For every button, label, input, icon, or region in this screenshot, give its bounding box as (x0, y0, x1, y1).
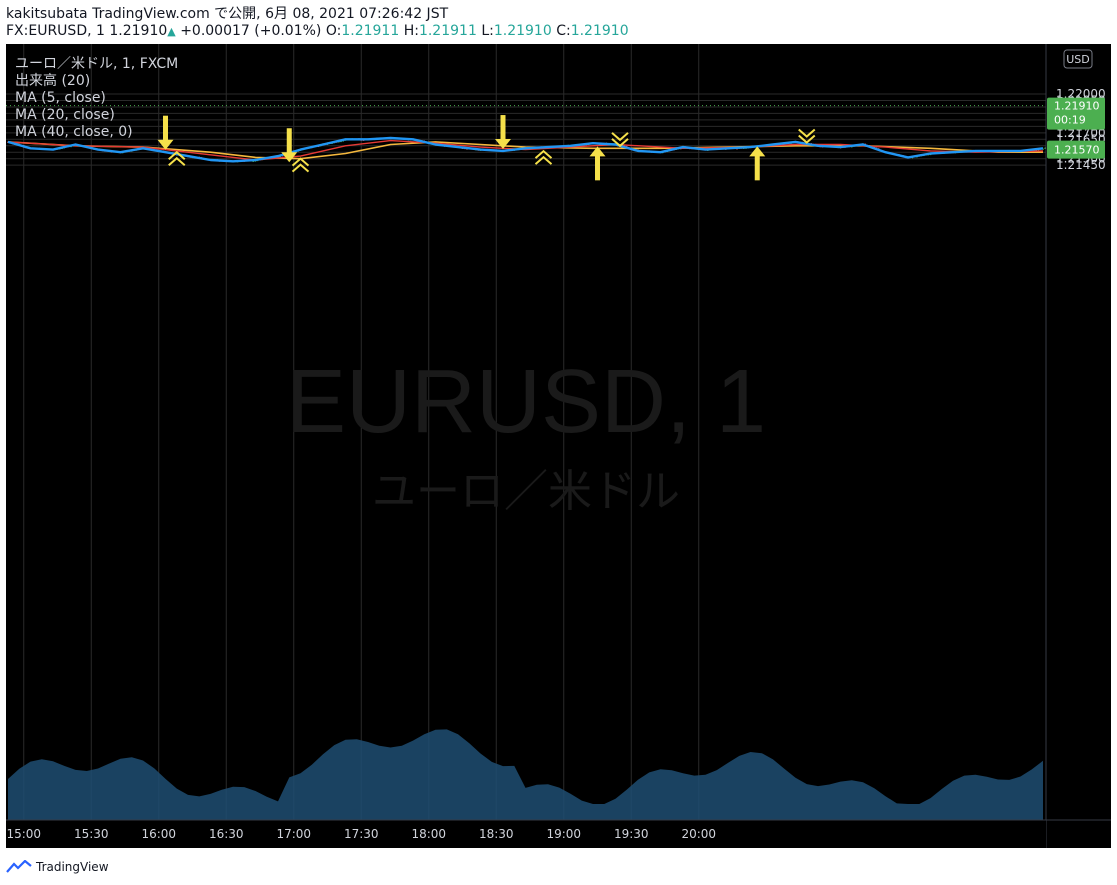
time-tick-3: 16:30 (209, 827, 244, 841)
double-chevron-up-icon (534, 149, 553, 165)
time-tick-0: 15:00 (6, 827, 41, 841)
last-price: 1.21910 (109, 23, 168, 39)
symbol-label[interactable]: FX:EURUSD, 1 (6, 23, 105, 39)
up-triangle-icon: ▲ (167, 25, 176, 38)
countdown-text: 00:19 (1054, 114, 1086, 127)
signal-arrow-up-6 (589, 146, 606, 181)
volume-area (8, 729, 1043, 820)
footer: TradingView (6, 857, 109, 877)
time-tick-9: 19:30 (614, 827, 649, 841)
high-label: H: (403, 23, 419, 39)
double-chevron-up-icon (291, 157, 310, 173)
price-tick-11: 1.21450 (1056, 158, 1106, 172)
legend-ma5[interactable]: MA (5, close) (15, 90, 106, 106)
open-value: 1.21911 (341, 23, 400, 39)
high-value: 1.21911 (418, 23, 477, 39)
time-tick-1: 15:30 (74, 827, 109, 841)
close-value: 1.21910 (570, 23, 629, 39)
footer-brand[interactable]: TradingView (36, 860, 109, 874)
signals (157, 115, 816, 181)
watermark: EURUSD, 1 ユーロ／米ドル (286, 352, 766, 517)
double-chevron-up-icon (168, 150, 186, 166)
legend: ユーロ／米ドル, 1, FXCM 出来高 (20) MA (5, close) … (15, 56, 178, 140)
right-price-badge: 1.21570 (1047, 140, 1105, 159)
time-tick-4: 17:00 (276, 827, 311, 841)
arrow-down-icon (286, 128, 292, 155)
chart-background (6, 44, 1111, 848)
ohlc-row: FX:EURUSD, 1 1.21910▲ +0.00017 (+0.01%) … (6, 23, 1106, 40)
low-label: L: (481, 23, 494, 39)
close-label: C: (556, 23, 571, 39)
arrow-down-icon (500, 115, 506, 142)
time-tick-10: 20:00 (681, 827, 716, 841)
legend-ma40[interactable]: MA (40, close, 0) (15, 124, 133, 140)
publish-info: kakitsubata TradingView.com で公開, 6月 08, … (6, 6, 449, 22)
double-chevron-down-icon (611, 132, 629, 148)
arrow-down-head (157, 139, 174, 150)
signal-double-chevron-down-9 (798, 128, 816, 144)
legend-volume[interactable]: 出来高 (20) (15, 72, 90, 89)
low-value: 1.21910 (493, 23, 552, 39)
time-ticks: 15:00 15:30 16:00 16:30 17:00 17:30 18:00 18:30… (6, 827, 716, 841)
signal-arrow-down-2 (281, 128, 298, 163)
legend-main[interactable]: ユーロ／米ドル, 1, FXCM (15, 56, 178, 72)
time-tick-8: 19:00 (546, 827, 581, 841)
arrow-down-icon (163, 115, 168, 142)
signal-double-chevron-up-1 (168, 150, 186, 166)
signal-arrow-down-0 (157, 115, 174, 150)
price-axis[interactable]: USD 1.220001.219501.219001.218501.218001… (1045, 44, 1111, 848)
volume-fill (8, 729, 1043, 820)
signal-double-chevron-down-7 (611, 132, 629, 148)
arrow-down-head (495, 139, 511, 150)
time-tick-5: 17:30 (344, 827, 379, 841)
time-tick-6: 18:00 (411, 827, 446, 841)
change-value: +0.00017 (+0.01%) (180, 23, 322, 39)
signal-arrow-down-4 (495, 115, 511, 150)
last-price-badge-text: 1.21910 (1054, 100, 1100, 113)
open-label: O: (325, 23, 342, 39)
right-price-badge-bg (1047, 140, 1105, 159)
time-axis-bg (6, 820, 1046, 848)
candle-body (340, 141, 342, 143)
right-price-badge-text: 1.21570 (1054, 144, 1100, 157)
price-axis-bg (1046, 44, 1111, 848)
arrow-up-head (589, 146, 606, 157)
candle-body (252, 160, 255, 162)
arrow-up-icon (754, 154, 760, 181)
currency-box[interactable] (1063, 49, 1093, 69)
last-price-badge-bg (1047, 97, 1105, 130)
chart-header: kakitsubata TradingView.com で公開, 6月 08, … (6, 6, 1106, 42)
last-price-badge: 1.21910 00:19 (1047, 97, 1105, 130)
legend-ma20[interactable]: MA (20, close) (15, 107, 115, 123)
signal-double-chevron-up-3 (291, 157, 310, 173)
time-tick-2: 16:00 (141, 827, 176, 841)
candle-body (1044, 147, 1047, 149)
double-chevron-down-icon (798, 128, 816, 144)
arrow-down-head (281, 152, 298, 163)
signal-arrow-up-8 (749, 146, 766, 181)
price-chart[interactable]: EURUSD, 1 ユーロ／米ドル ユーロ／米ドル, 1, FXCM 出来高 (… (6, 44, 1111, 848)
arrow-up-icon (595, 154, 600, 181)
time-tick-7: 18:30 (479, 827, 514, 841)
watermark-symbol: EURUSD, 1 (286, 352, 766, 452)
grid-lines (6, 44, 1046, 820)
currency-label: USD (1066, 53, 1090, 66)
time-axis[interactable]: 15:00 15:30 16:00 16:30 17:00 17:30 18:00 18:30… (6, 819, 1111, 848)
arrow-up-head (749, 146, 766, 157)
price-tick-0: 1.22000 (1056, 87, 1106, 101)
watermark-name: ユーロ／米ドル (372, 466, 680, 517)
signal-double-chevron-up-5 (534, 149, 553, 165)
tradingview-logo-icon (6, 860, 32, 873)
